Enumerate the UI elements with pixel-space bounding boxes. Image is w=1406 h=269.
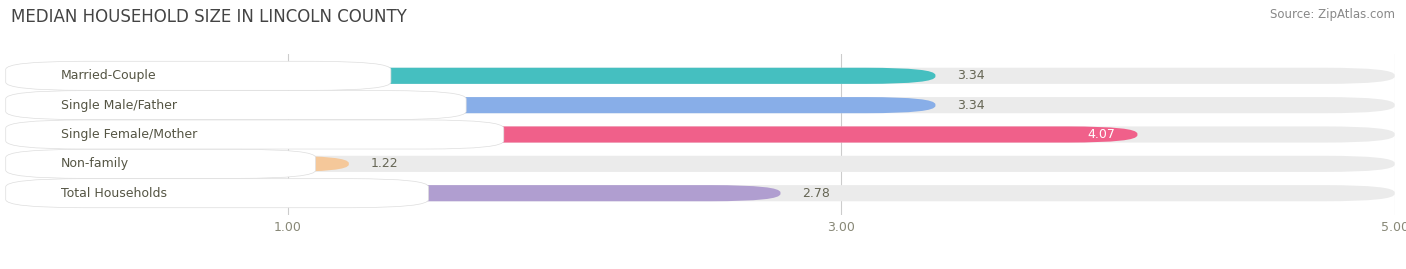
Text: Single Female/Mother: Single Female/Mother	[60, 128, 197, 141]
FancyBboxPatch shape	[11, 68, 935, 84]
FancyBboxPatch shape	[11, 185, 780, 201]
FancyBboxPatch shape	[11, 126, 1137, 143]
FancyBboxPatch shape	[11, 97, 935, 113]
Text: 4.07: 4.07	[1087, 128, 1115, 141]
FancyBboxPatch shape	[6, 61, 391, 90]
FancyBboxPatch shape	[11, 156, 1395, 172]
Text: 3.34: 3.34	[957, 99, 986, 112]
FancyBboxPatch shape	[6, 149, 315, 178]
FancyBboxPatch shape	[11, 126, 1395, 143]
Text: 1.22: 1.22	[371, 157, 398, 170]
Text: Non-family: Non-family	[60, 157, 129, 170]
FancyBboxPatch shape	[6, 91, 467, 120]
FancyBboxPatch shape	[11, 97, 1395, 113]
Text: Source: ZipAtlas.com: Source: ZipAtlas.com	[1270, 8, 1395, 21]
Text: 2.78: 2.78	[803, 187, 831, 200]
FancyBboxPatch shape	[6, 179, 429, 208]
Text: 3.34: 3.34	[957, 69, 986, 82]
Text: Single Male/Father: Single Male/Father	[60, 99, 177, 112]
FancyBboxPatch shape	[11, 68, 1395, 84]
FancyBboxPatch shape	[6, 120, 503, 149]
FancyBboxPatch shape	[11, 185, 1395, 201]
Text: Total Households: Total Households	[60, 187, 167, 200]
Text: MEDIAN HOUSEHOLD SIZE IN LINCOLN COUNTY: MEDIAN HOUSEHOLD SIZE IN LINCOLN COUNTY	[11, 8, 408, 26]
FancyBboxPatch shape	[11, 156, 349, 172]
Text: Married-Couple: Married-Couple	[60, 69, 156, 82]
